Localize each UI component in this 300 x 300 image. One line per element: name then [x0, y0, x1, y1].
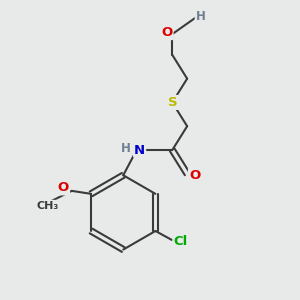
Text: Cl: Cl: [174, 235, 188, 248]
Text: O: O: [58, 182, 69, 194]
Text: O: O: [189, 169, 200, 182]
Text: H: H: [120, 142, 130, 155]
Text: O: O: [161, 26, 172, 39]
Text: CH₃: CH₃: [37, 201, 59, 211]
Text: H: H: [196, 10, 206, 23]
Text: S: S: [168, 96, 178, 109]
Text: N: N: [134, 143, 145, 157]
